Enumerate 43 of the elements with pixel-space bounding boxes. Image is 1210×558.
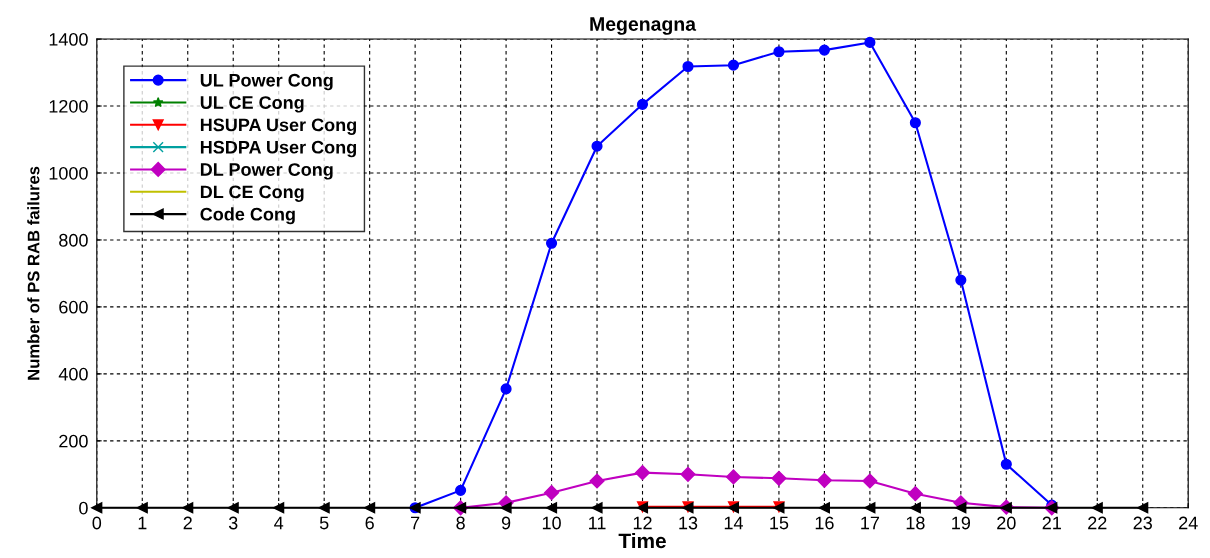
x-tick-label: 4 bbox=[274, 516, 284, 530]
x-tick-label: 17 bbox=[861, 516, 880, 530]
x-tick-label: 1 bbox=[138, 516, 147, 530]
x-tick-label: 14 bbox=[724, 516, 743, 530]
legend-label: UL Power Cong bbox=[200, 73, 333, 91]
x-tick-label: 18 bbox=[906, 516, 925, 530]
legend-label: DL CE Cong bbox=[200, 185, 304, 202]
legend-label: Code Cong bbox=[200, 207, 295, 225]
y-tick-label: 1200 bbox=[49, 99, 88, 113]
legend-label: HSUPA User Cong bbox=[200, 118, 357, 135]
y-axis-title: Number of PS RAB failures bbox=[27, 166, 40, 380]
x-tick-label: 22 bbox=[1088, 516, 1107, 530]
y-tick-label: 200 bbox=[59, 434, 88, 448]
x-tick-label: 13 bbox=[679, 516, 698, 530]
y-tick-label: 1000 bbox=[49, 166, 88, 180]
x-tick-label: 20 bbox=[997, 516, 1016, 530]
x-tick-label: 5 bbox=[319, 516, 329, 530]
x-tick-label: 6 bbox=[365, 516, 374, 530]
y-tick-label: 1400 bbox=[49, 32, 88, 46]
x-tick-label: 24 bbox=[1179, 516, 1198, 530]
x-tick-label: 21 bbox=[1042, 516, 1061, 530]
legend-label: DL Power Cong bbox=[200, 163, 333, 180]
legend-label: UL CE Cong bbox=[200, 96, 304, 113]
x-axis-title: Time bbox=[618, 532, 666, 549]
x-tick-label: 9 bbox=[501, 516, 511, 530]
x-tick-label: 0 bbox=[92, 516, 102, 530]
x-tick-label: 15 bbox=[770, 516, 789, 530]
legend-label: HSDPA User Cong bbox=[200, 140, 357, 158]
y-tick-label: 600 bbox=[59, 300, 88, 314]
y-tick-label: 400 bbox=[58, 367, 88, 381]
x-tick-label: 12 bbox=[633, 516, 652, 530]
x-tick-label: 2 bbox=[183, 516, 192, 530]
y-tick-label: 800 bbox=[59, 233, 88, 247]
x-tick-label: 16 bbox=[815, 516, 834, 530]
x-tick-label: 19 bbox=[952, 516, 971, 530]
x-tick-label: 11 bbox=[589, 516, 606, 530]
x-tick-label: 7 bbox=[411, 516, 420, 530]
x-tick-label: 3 bbox=[228, 516, 238, 530]
x-tick-label: 10 bbox=[542, 516, 561, 530]
chart-title: Megenagna bbox=[590, 17, 697, 35]
x-tick-label: 8 bbox=[456, 516, 465, 530]
x-tick-label: 23 bbox=[1133, 516, 1152, 530]
y-tick-label: 0 bbox=[79, 501, 88, 515]
